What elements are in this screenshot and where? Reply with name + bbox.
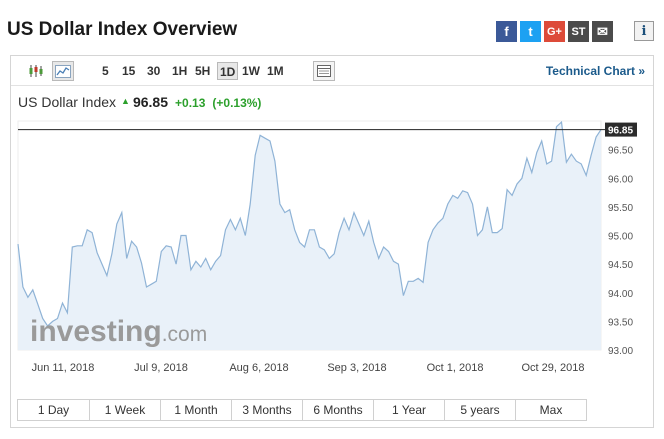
candlestick-chart-icon[interactable] xyxy=(25,61,47,81)
timeframe-5h[interactable]: 5H xyxy=(195,64,211,78)
range-6-months[interactable]: 6 Months xyxy=(302,400,373,420)
timeframe-15[interactable]: 15 xyxy=(122,64,136,78)
range-5-years[interactable]: 5 years xyxy=(444,400,515,420)
price-area xyxy=(18,122,601,350)
up-arrow-icon: ▲ xyxy=(121,96,130,106)
x-tick-label: Jul 9, 2018 xyxy=(134,362,188,374)
range-1-day[interactable]: 1 Day xyxy=(37,403,70,417)
range-3-months[interactable]: 3 Months xyxy=(231,400,302,420)
share-buttons: f t G+ ST ✉ xyxy=(496,21,613,42)
y-tick-label: 93.50 xyxy=(608,317,633,328)
x-tick-label: Oct 29, 2018 xyxy=(522,362,585,374)
range-1-year[interactable]: 1 Year xyxy=(373,400,444,420)
x-tick-label: Sep 3, 2018 xyxy=(327,362,386,374)
last-price-box xyxy=(605,122,637,137)
facebook-icon[interactable]: f xyxy=(496,21,517,42)
price-change-percent: (+0.13%) xyxy=(212,96,262,110)
range-1-week[interactable]: 1 Week xyxy=(89,400,160,420)
y-tick-label: 93.00 xyxy=(608,346,633,357)
page-title: US Dollar Index Overview xyxy=(7,19,238,40)
timeframe-30[interactable]: 30 xyxy=(147,64,161,78)
twitter-icon[interactable]: t xyxy=(520,21,541,42)
email-icon[interactable]: ✉ xyxy=(592,21,613,42)
x-tick-label: Aug 6, 2018 xyxy=(229,362,288,374)
plot-area: 93.00 93.50 94.00 94.50 95.00 95.50 96.00 96.50… xyxy=(17,120,637,374)
price-change: +0.13 xyxy=(175,96,206,110)
y-tick-label: 95.00 xyxy=(608,232,633,243)
quote-bar: US Dollar Index ▲ 96.85 +0.13 (+0.13%) xyxy=(18,94,261,110)
area-chart-icon[interactable] xyxy=(52,61,74,81)
watermark-brand: investing xyxy=(30,315,162,348)
watermark-suffix: .com xyxy=(162,323,208,346)
last-price-label: 96.85 xyxy=(608,126,633,137)
timeframe-1d[interactable]: 1D xyxy=(217,62,239,80)
x-tick-label: Oct 1, 2018 xyxy=(427,362,484,374)
y-tick-label: 95.50 xyxy=(608,203,633,214)
investing-watermark: investing.com xyxy=(30,315,207,348)
y-tick-label: 96.50 xyxy=(608,146,633,157)
timeframe-1w[interactable]: 1W xyxy=(242,64,260,78)
y-tick-label: 96.00 xyxy=(608,174,633,185)
timeframe-1h[interactable]: 1H xyxy=(172,64,188,78)
table-view-icon[interactable] xyxy=(313,61,335,81)
chart-toolbar: 5 15 30 1H 5H 1D 1W 1M Technical Chart » xyxy=(11,56,653,86)
instrument-name: US Dollar Index xyxy=(18,94,117,110)
y-tick-label: 94.00 xyxy=(608,289,633,300)
range-selector: 1 Day 1 Week 1 Month 3 Months 6 Months 1… xyxy=(17,399,587,421)
chart-panel: 5 15 30 1H 5H 1D 1W 1M Technical Chart »… xyxy=(10,55,654,428)
range-1-month[interactable]: 1 Month xyxy=(160,400,231,420)
timeframe-1m[interactable]: 1M xyxy=(267,64,284,78)
x-tick-label: Jun 11, 2018 xyxy=(32,362,95,374)
technical-chart-link[interactable]: Technical Chart » xyxy=(545,64,645,78)
price-line xyxy=(17,120,602,327)
info-icon[interactable]: i xyxy=(634,21,654,41)
y-tick-label: 94.50 xyxy=(608,260,633,271)
stocktwits-icon[interactable]: ST xyxy=(568,21,589,42)
price-chart[interactable]: 93.00 93.50 94.00 94.50 95.00 95.50 96.00 96.50… xyxy=(11,56,653,396)
timeframe-5[interactable]: 5 xyxy=(102,64,109,78)
last-price: 96.85 xyxy=(132,94,169,110)
google-plus-icon[interactable]: G+ xyxy=(544,21,565,42)
range-max[interactable]: Max xyxy=(515,400,586,420)
